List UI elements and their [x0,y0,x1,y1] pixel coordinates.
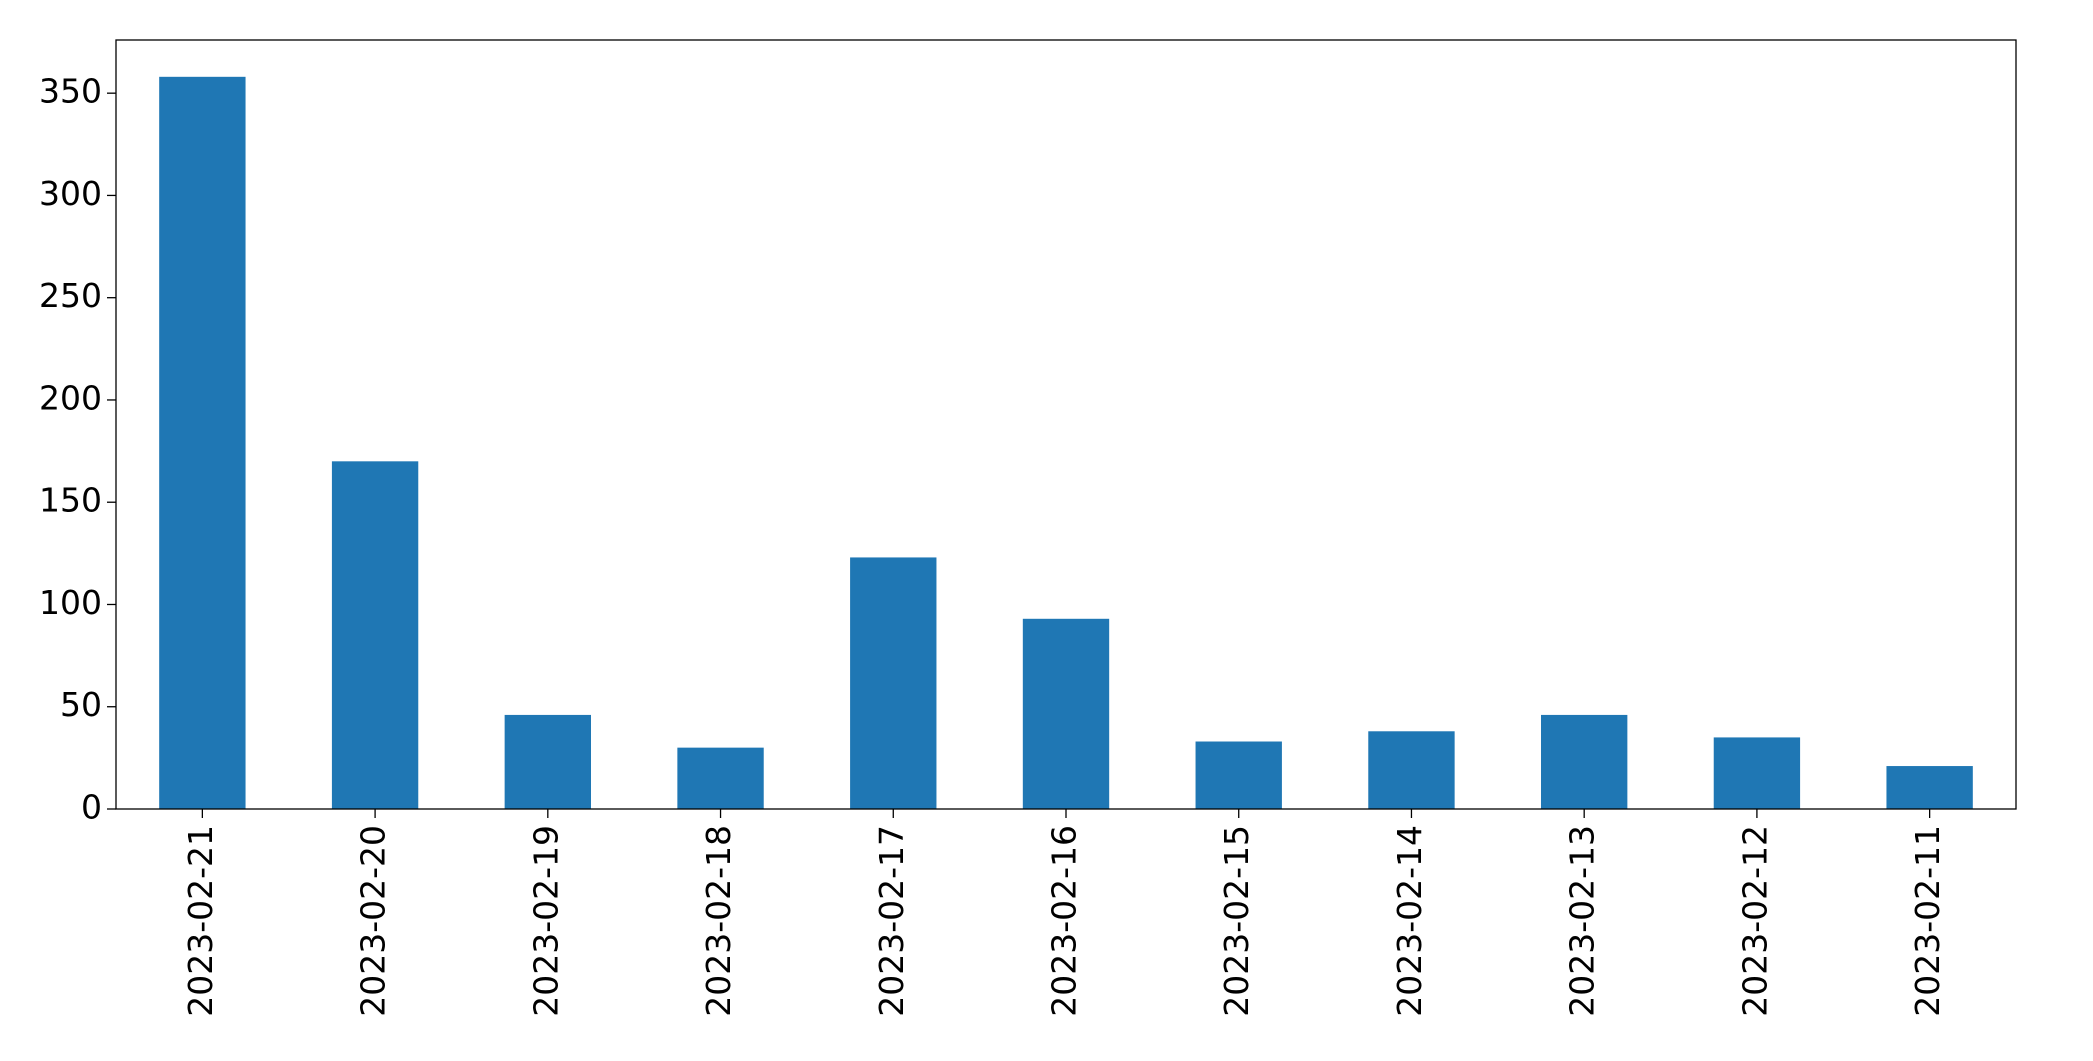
y-tick-label: 300 [39,174,102,213]
y-tick-label: 100 [39,583,102,622]
plot-frame [115,39,2017,810]
bar [504,714,591,809]
bar [1713,737,1801,809]
bar [331,461,419,809]
y-tick-label: 250 [39,276,102,315]
x-tick-label: 2023-02-18 [699,825,738,1017]
y-tick-label: 0 [81,788,102,827]
y-tick-label: 150 [39,481,102,520]
bar [1022,618,1110,809]
bar [159,76,246,809]
bar [1886,766,1973,809]
x-tick-label: 2023-02-21 [181,825,220,1017]
bar [1368,731,1455,809]
y-tick-label: 350 [39,72,102,111]
y-tick-label: 200 [39,378,102,417]
x-tick-label: 2023-02-19 [526,825,565,1017]
y-tick-label: 50 [60,685,102,724]
x-tick-label: 2023-02-13 [1563,825,1602,1017]
x-tick-label: 2023-02-20 [354,825,393,1017]
bar [1541,714,1628,809]
x-tick-label: 2023-02-15 [1217,825,1256,1017]
x-tick-label: 2023-02-12 [1735,825,1774,1017]
bar [677,747,764,809]
x-tick-label: 2023-02-16 [1045,825,1084,1017]
bar [850,557,937,809]
bar [1195,741,1282,809]
x-tick-label: 2023-02-17 [872,825,911,1017]
x-tick-label: 2023-02-14 [1390,825,1429,1017]
x-tick-label: 2023-02-11 [1908,825,1947,1017]
